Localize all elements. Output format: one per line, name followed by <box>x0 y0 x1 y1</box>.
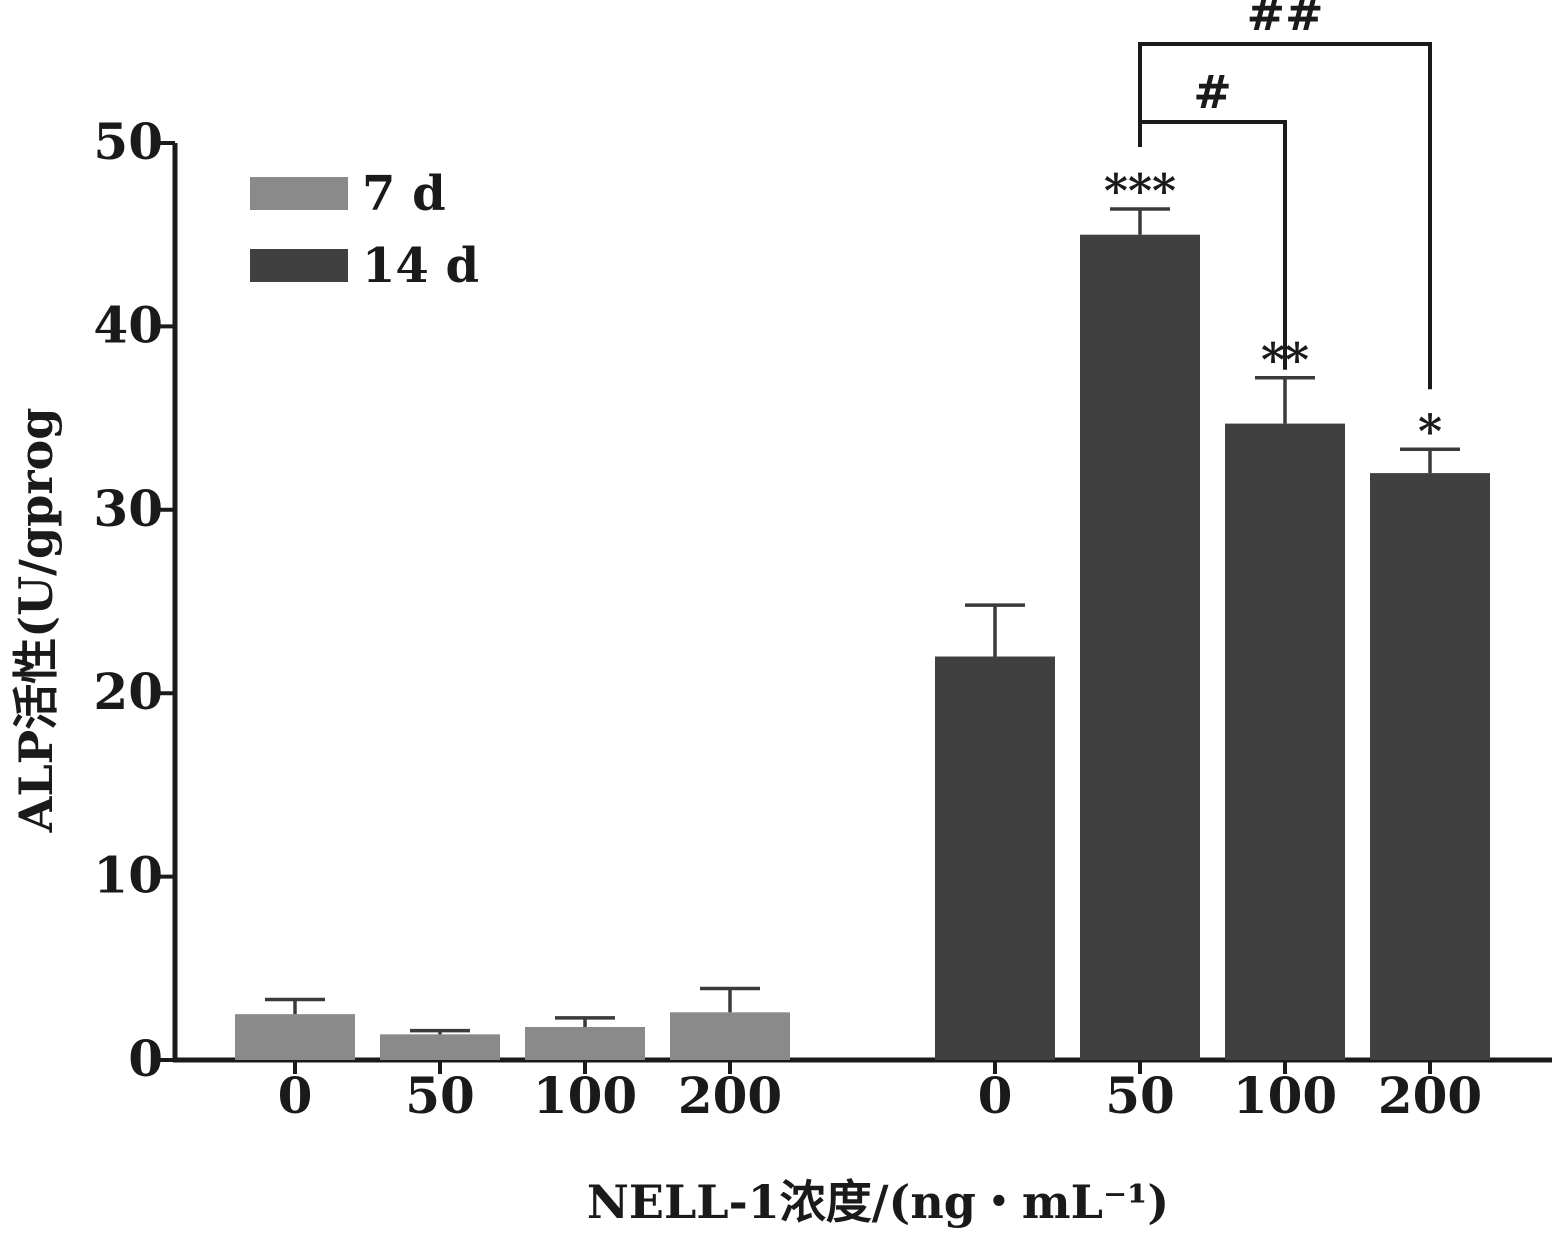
comparison-label-1: ## <box>1246 0 1323 41</box>
y-axis-title: ALP活性(U/gprog <box>9 408 63 834</box>
bar-0-1 <box>380 1034 500 1060</box>
y-tick-label-1: 10 <box>93 846 163 905</box>
legend-swatch-1 <box>250 249 348 282</box>
x-axis-title: NELL-1浓度/(ng・mL⁻¹) <box>587 1175 1169 1229</box>
bars <box>235 234 1490 1060</box>
y-tick-label-4: 40 <box>93 295 163 354</box>
bar-0-2 <box>525 1026 645 1060</box>
significance-1-3: * <box>1418 404 1442 458</box>
bar-1-3 <box>1370 473 1490 1060</box>
x-tick-label-1-1: 50 <box>1105 1066 1175 1125</box>
comparison-brackets: ### <box>1138 0 1432 390</box>
x-tick-label-1-0: 0 <box>978 1066 1013 1125</box>
bar-0-0 <box>235 1014 355 1060</box>
y-tick-label-5: 50 <box>93 112 163 171</box>
y-tick-label-0: 0 <box>128 1029 163 1088</box>
legend-label-1: 14 d <box>362 238 479 294</box>
x-tick-label-0-2: 100 <box>533 1066 637 1125</box>
legend-label-0: 7 d <box>362 166 446 222</box>
bar-1-0 <box>935 656 1055 1060</box>
y-ticks: 0 10 20 30 40 50 <box>93 112 175 1088</box>
x-tick-label-0-3: 200 <box>678 1066 782 1125</box>
bar-1-2 <box>1225 423 1345 1060</box>
y-tick-label-2: 20 <box>93 662 163 721</box>
significance-1-1: *** <box>1104 164 1176 218</box>
x-tick-label-1-2: 100 <box>1233 1066 1337 1125</box>
x-tick-label-1-3: 200 <box>1378 1066 1482 1125</box>
comparison-bracket-1 <box>1138 42 1432 390</box>
error-bars <box>265 207 1460 1035</box>
bar-1-1 <box>1080 234 1200 1060</box>
x-tick-label-0-0: 0 <box>278 1066 313 1125</box>
bar-0-3 <box>670 1012 790 1060</box>
x-tick-labels: 0 50 100 200 0 50 100 200 <box>278 1060 1482 1125</box>
comparison-label-0: # <box>1193 65 1232 119</box>
y-tick-label-3: 30 <box>93 479 163 538</box>
legend-swatch-0 <box>250 177 348 210</box>
x-tick-label-0-1: 50 <box>405 1066 475 1125</box>
legend: 7 d 14 d <box>250 166 479 294</box>
